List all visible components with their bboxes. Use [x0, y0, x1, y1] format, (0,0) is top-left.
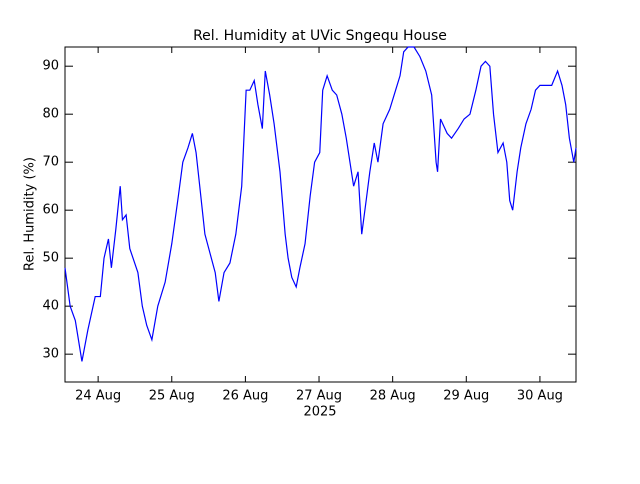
x-tick-label: 24 Aug — [75, 389, 121, 404]
y-tick-label: 30 — [42, 347, 59, 362]
x-tick-label: 30 Aug — [517, 389, 563, 404]
x-tick-label: 27 Aug — [296, 389, 342, 404]
y-tick-label: 80 — [42, 107, 59, 122]
x-tick-label: 29 Aug — [443, 389, 489, 404]
data-line — [64, 46, 577, 362]
x-axis-label: 2025 — [303, 405, 336, 420]
y-tick-label: 40 — [42, 299, 59, 314]
plot-frame — [64, 46, 577, 383]
y-tick-label: 70 — [42, 155, 59, 170]
y-tick-label: 60 — [42, 203, 59, 218]
x-tick-label: 25 Aug — [149, 389, 195, 404]
y-tick-label: 90 — [42, 59, 59, 74]
y-tick-label: 50 — [42, 251, 59, 266]
x-tick-label: 26 Aug — [222, 389, 268, 404]
y-axis-label: Rel. Humidity (%) — [23, 157, 38, 271]
x-tick-label: 28 Aug — [370, 389, 416, 404]
chart-title: Rel. Humidity at UVic Sngequ House — [193, 28, 447, 44]
